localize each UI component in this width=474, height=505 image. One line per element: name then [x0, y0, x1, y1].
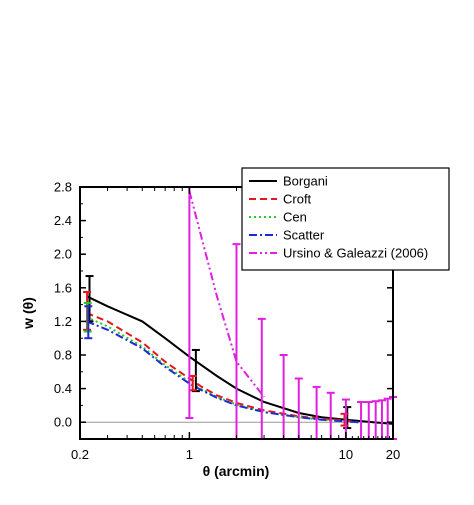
error-bar-4-5: [312, 385, 321, 440]
legend-entry-0: Borgani: [249, 174, 328, 189]
y-tick-label: 0.8: [54, 348, 72, 363]
series-line-4: [188, 190, 265, 398]
y-tick-label: 2.8: [54, 180, 72, 195]
x-axis-title: θ (arcmin): [203, 463, 270, 479]
legend-entry-2: Cen: [249, 210, 307, 225]
error-bar-4-12: [383, 397, 392, 440]
error-bar-1-2: [340, 412, 349, 427]
y-tick-label: 2.0: [54, 247, 72, 262]
error-bar-layer: [83, 186, 397, 440]
y-tick-label: 0.0: [54, 415, 72, 430]
error-bar-4-6: [326, 391, 335, 440]
legend-entry-1: Croft: [249, 192, 312, 207]
error-bar-4-4: [294, 377, 303, 440]
legend-label: Croft: [283, 192, 312, 207]
error-bar-4-2: [257, 317, 266, 440]
legend-entry-4: Ursino & Galeazzi (2006): [249, 246, 428, 261]
x-tick-label: 10: [339, 447, 353, 462]
error-bar-4-1: [232, 243, 241, 440]
error-bar-4-11: [377, 399, 386, 440]
x-tick-label: 20: [386, 447, 400, 462]
y-axis-title: w (θ): [20, 297, 36, 330]
error-bar-3-0: [84, 305, 93, 340]
series-line-1: [86, 312, 359, 424]
legend-label: Scatter: [283, 228, 325, 243]
y-tick-label: 1.2: [54, 314, 72, 329]
x-tick-label: 1: [186, 447, 193, 462]
legend-label: Ursino & Galeazzi (2006): [283, 246, 428, 261]
x-tick-label: 0.2: [71, 447, 89, 462]
error-bar-4-3: [279, 354, 288, 440]
legend-entry-3: Scatter: [249, 228, 325, 243]
y-tick-label: 0.4: [54, 381, 72, 396]
y-tick-label: 2.4: [54, 213, 72, 228]
series-line-3: [86, 320, 359, 424]
y-tick-label: 1.6: [54, 280, 72, 295]
error-bar-4-10: [371, 400, 380, 440]
legend: Borgani Croft Cen Scatter Ursino & Galeazzi …: [241, 167, 450, 271]
legend-label: Cen: [283, 210, 307, 225]
legend-label: Borgani: [283, 174, 328, 189]
